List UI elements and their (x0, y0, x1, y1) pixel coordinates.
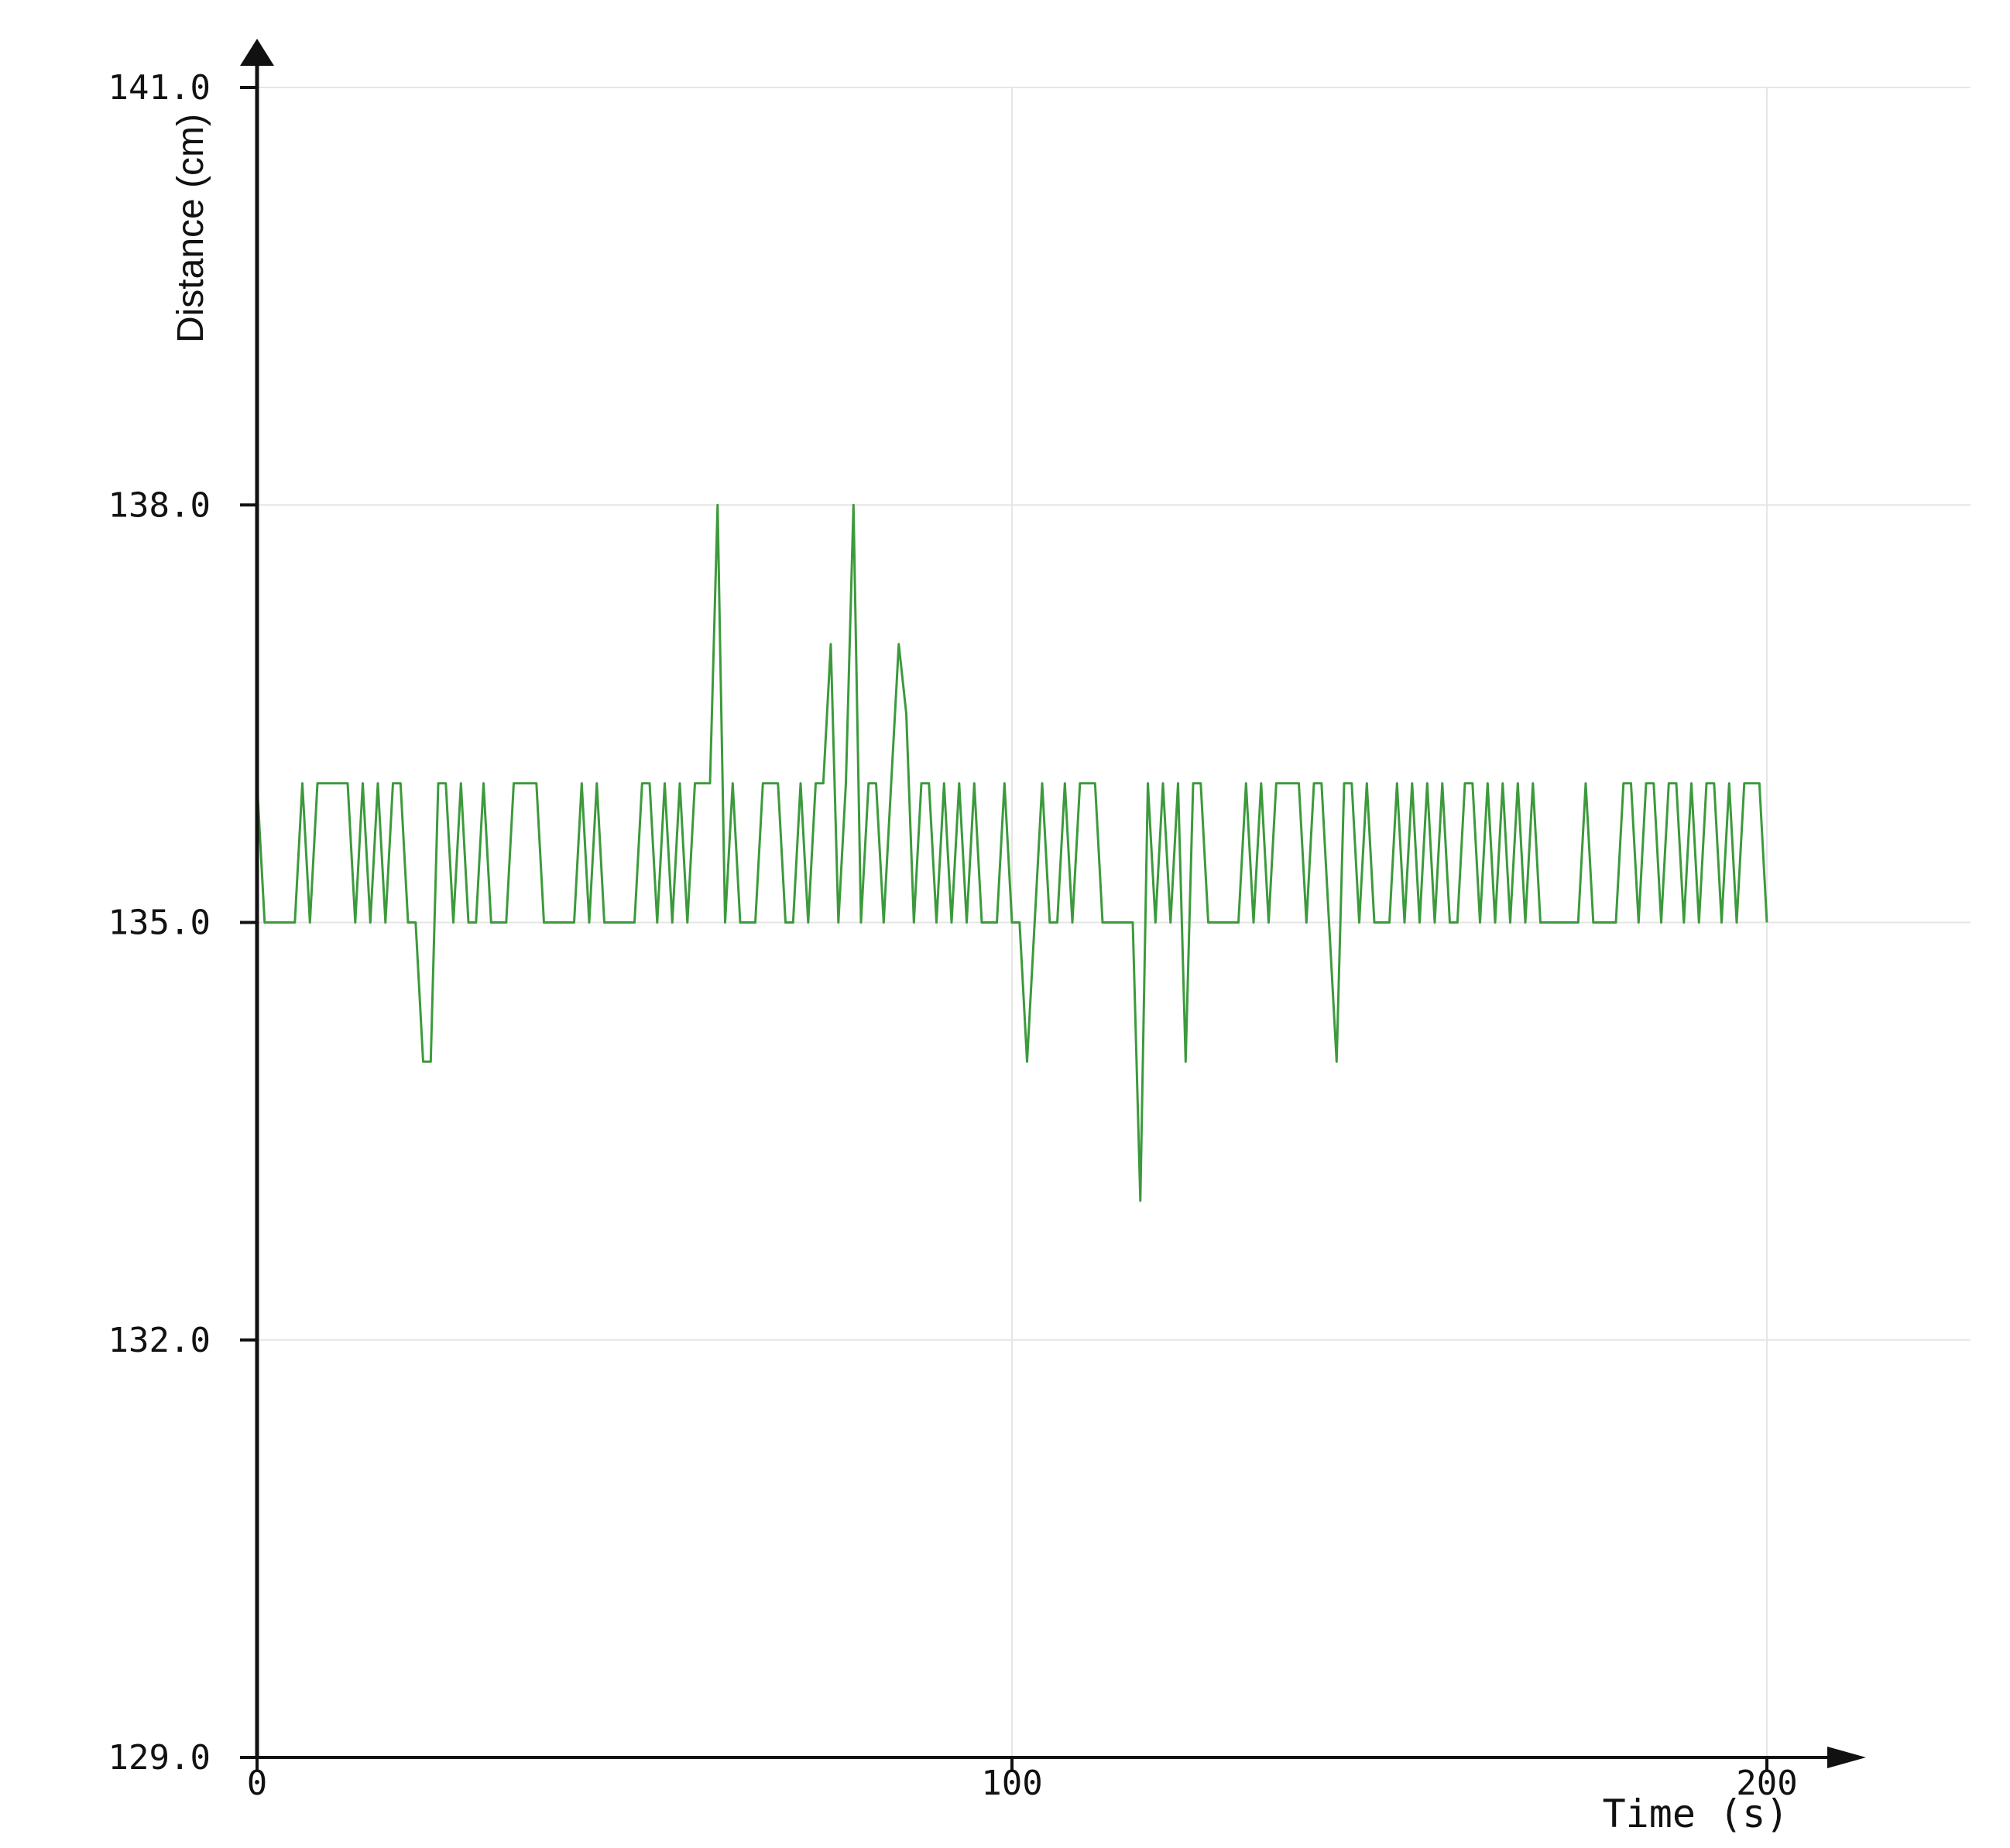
x-tick-label: 0 (247, 1764, 268, 1803)
y-tick-label: 135.0 (108, 903, 211, 943)
x-axis-arrow-icon (1827, 1747, 1866, 1768)
y-tick-label: 132.0 (108, 1321, 211, 1360)
tick-marks (240, 86, 1768, 1771)
y-tick-label: 141.0 (108, 68, 211, 108)
x-tick-label: 200 (1736, 1764, 1797, 1803)
y-axis-title: Distance (cm) (170, 114, 211, 343)
y-tick-label: 138.0 (108, 485, 211, 525)
y-axis-arrow-icon (240, 39, 274, 66)
y-tick-label: 129.0 (108, 1738, 211, 1778)
tick-labels: 129.0 132.0 135.0 138.0 141.0 0 100 200 (108, 68, 1798, 1803)
x-tick-label: 100 (981, 1764, 1042, 1803)
x-axis-title: Time (s) (1603, 1791, 1789, 1836)
axes (240, 39, 1866, 1768)
series-line (256, 503, 1768, 1202)
